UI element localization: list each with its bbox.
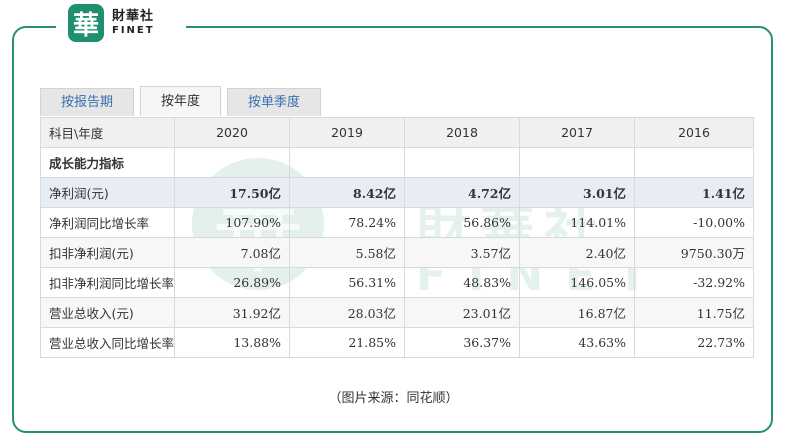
table-cell: -32.92% bbox=[634, 267, 754, 298]
row-label: 营业总收入(元) bbox=[40, 297, 175, 328]
brand-logo: 華 財華社 FINET bbox=[56, 2, 186, 44]
table-cell: 5.58亿 bbox=[289, 237, 405, 268]
section-title: 成长能力指标 bbox=[40, 147, 175, 178]
table-row: 扣非净利润同比增长率 26.89% 56.31% 48.83% 146.05% … bbox=[40, 267, 754, 298]
table-cell: 56.86% bbox=[404, 207, 520, 238]
brand-wordmark: 財華社 FINET bbox=[112, 10, 155, 36]
table-cell: 9750.30万 bbox=[634, 237, 754, 268]
table-cell: -10.00% bbox=[634, 207, 754, 238]
table-cell: 28.03亿 bbox=[289, 297, 405, 328]
table-cell: 2.40亿 bbox=[519, 237, 635, 268]
table-cell: 48.83% bbox=[404, 267, 520, 298]
table-cell: 13.88% bbox=[174, 327, 290, 358]
tab-by-report-period[interactable]: 按报告期 bbox=[40, 88, 135, 116]
row-label: 净利润同比增长率 bbox=[40, 207, 175, 238]
year-header: 2020 bbox=[174, 117, 290, 148]
table-cell: 26.89% bbox=[174, 267, 290, 298]
table-cell: 22.73% bbox=[634, 327, 754, 358]
table-row: 净利润(元) 17.50亿 8.42亿 4.72亿 3.01亿 1.41亿 bbox=[40, 177, 754, 208]
table-row: 营业总收入(元) 31.92亿 28.03亿 23.01亿 16.87亿 11.… bbox=[40, 297, 754, 328]
financial-table: 科目\年度 2020 2019 2018 2017 2016 成长能力指标 净利… bbox=[40, 117, 754, 358]
table-row: 扣非净利润(元) 7.08亿 5.58亿 3.57亿 2.40亿 9750.30… bbox=[40, 237, 754, 268]
tab-by-quarter[interactable]: 按单季度 bbox=[227, 88, 322, 116]
table-cell: 11.75亿 bbox=[634, 297, 754, 328]
table-cell: 31.92亿 bbox=[174, 297, 290, 328]
table-cell: 3.57亿 bbox=[404, 237, 520, 268]
table-cell: 43.63% bbox=[519, 327, 635, 358]
tab-by-year[interactable]: 按年度 bbox=[140, 86, 222, 116]
table-cell: 36.37% bbox=[404, 327, 520, 358]
table-cell: 16.87亿 bbox=[519, 297, 635, 328]
table-cell: 1.41亿 bbox=[634, 177, 754, 208]
table-cell: 7.08亿 bbox=[174, 237, 290, 268]
image-source-caption: （图片来源：同花顺） bbox=[328, 391, 459, 406]
row-label: 扣非净利润同比增长率 bbox=[40, 267, 175, 298]
year-header: 2018 bbox=[404, 117, 520, 148]
brand-name-cn: 財華社 bbox=[112, 9, 155, 24]
table-cell: 114.01% bbox=[519, 207, 635, 238]
row-label: 营业总收入同比增长率 bbox=[40, 327, 175, 358]
brand-name-en: FINET bbox=[112, 25, 155, 36]
header-label: 科目\年度 bbox=[40, 117, 175, 148]
table-cell: 107.90% bbox=[174, 207, 290, 238]
period-tabs: 按报告期 按年度 按单季度 bbox=[40, 86, 327, 116]
row-label: 扣非净利润(元) bbox=[40, 237, 175, 268]
table-cell: 78.24% bbox=[289, 207, 405, 238]
table-cell: 4.72亿 bbox=[404, 177, 520, 208]
table-cell: 3.01亿 bbox=[519, 177, 635, 208]
year-header: 2017 bbox=[519, 117, 635, 148]
section-row: 成长能力指标 bbox=[40, 147, 754, 178]
table-cell: 8.42亿 bbox=[289, 177, 405, 208]
year-header: 2016 bbox=[634, 117, 754, 148]
content-frame bbox=[12, 26, 773, 433]
table-cell: 17.50亿 bbox=[174, 177, 290, 208]
table-row: 净利润同比增长率 107.90% 78.24% 56.86% 114.01% -… bbox=[40, 207, 754, 238]
row-label: 净利润(元) bbox=[40, 177, 175, 208]
table-row: 营业总收入同比增长率 13.88% 21.85% 36.37% 43.63% 2… bbox=[40, 327, 754, 358]
table-cell: 56.31% bbox=[289, 267, 405, 298]
finet-logo-icon: 華 bbox=[68, 4, 104, 42]
table-cell: 23.01亿 bbox=[404, 297, 520, 328]
table-cell: 21.85% bbox=[289, 327, 405, 358]
table-cell: 146.05% bbox=[519, 267, 635, 298]
year-header: 2019 bbox=[289, 117, 405, 148]
table-header-row: 科目\年度 2020 2019 2018 2017 2016 bbox=[40, 117, 754, 148]
